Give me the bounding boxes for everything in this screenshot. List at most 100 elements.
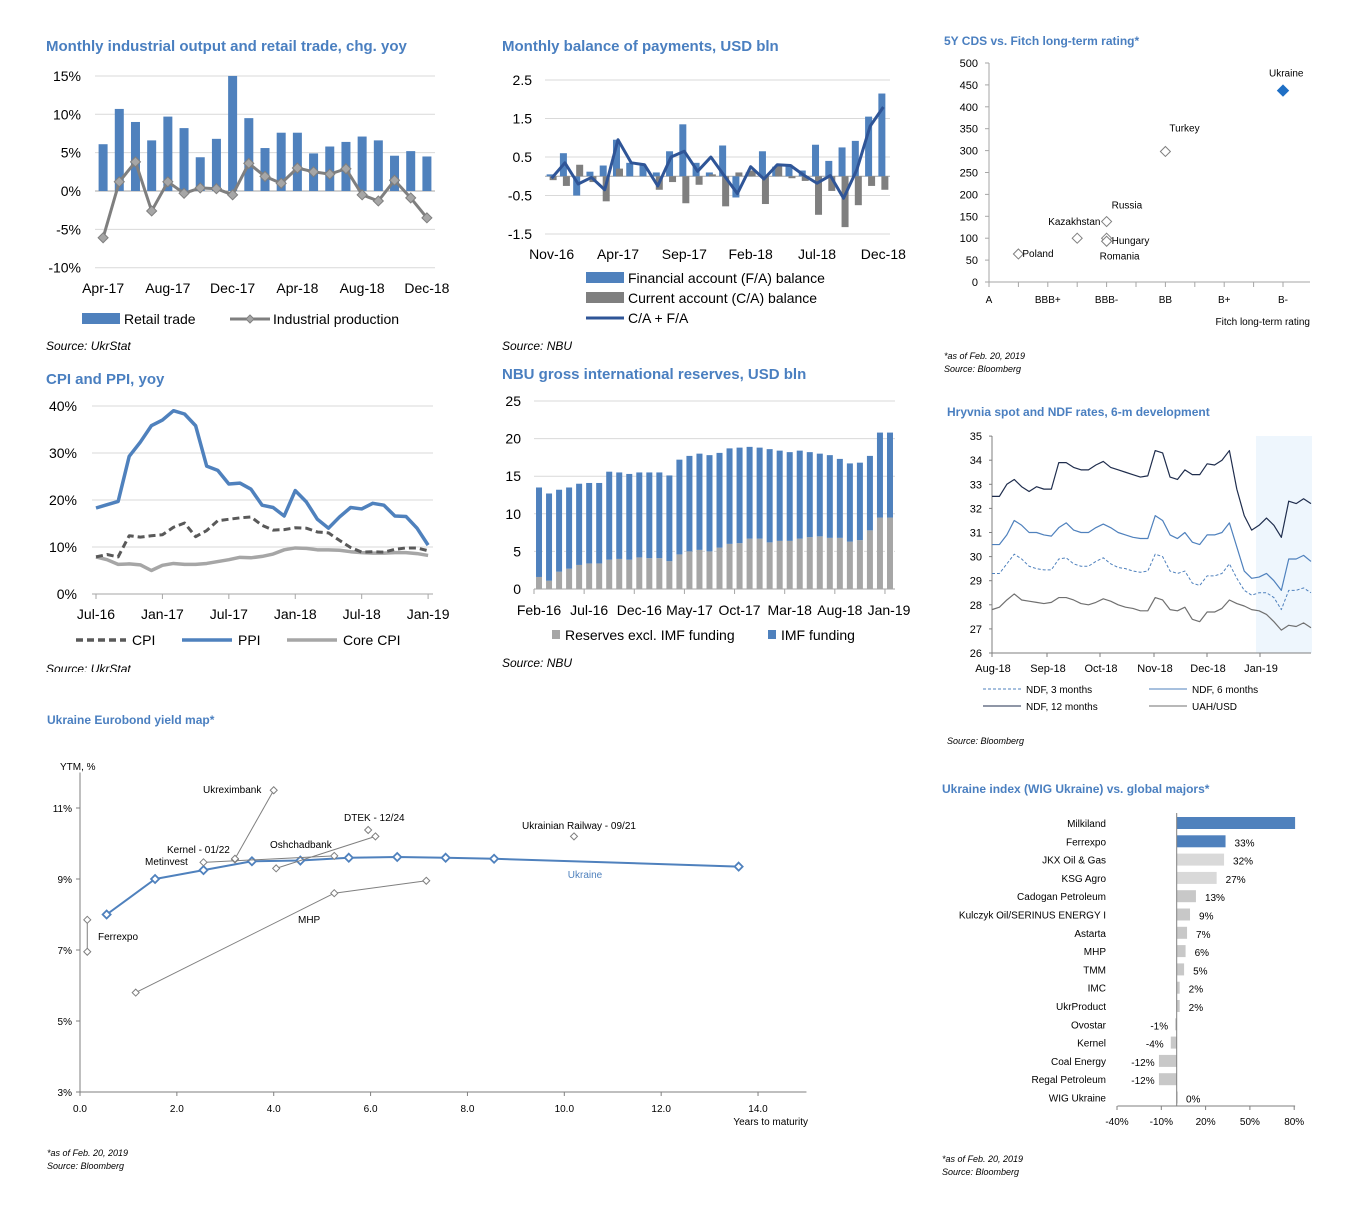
eurobond-chart-title: Ukraine Eurobond yield map*	[47, 713, 215, 727]
bop-chart-title: Monthly balance of payments, USD bln	[502, 38, 779, 55]
x-tick-label: 14.0	[748, 1104, 768, 1115]
current-account-bar	[682, 176, 690, 204]
reserves-excl-imf-bar	[666, 561, 673, 589]
financial-account-bar	[573, 176, 581, 196]
legend-label: NDF, 3 months	[1026, 685, 1092, 696]
x-tick-label: Dec-16	[617, 602, 662, 618]
y-tick-label: 3%	[58, 1088, 73, 1099]
reserves-excl-imf-bar	[586, 563, 593, 589]
reserves-chart-source: Source: NBU	[502, 656, 573, 670]
point-label: Ukraine	[1269, 69, 1304, 80]
y-tick-label: -10%	[48, 260, 81, 276]
eurobond-chart-source: Source: Bloomberg	[47, 1161, 125, 1171]
legend-label: Core CPI	[343, 632, 401, 648]
wig-bar-label: MHP	[1084, 947, 1107, 958]
dtek-12-24-marker	[363, 825, 373, 835]
current-account-bar	[854, 176, 862, 206]
x-tick-label: 4.0	[267, 1104, 281, 1115]
imf-funding-bar	[686, 455, 693, 552]
y-tick-label: 100	[960, 233, 978, 245]
ukrainian-railway-09-21-label: Ukrainian Railway - 09/21	[522, 821, 636, 832]
x-tick-label: 8.0	[460, 1104, 474, 1115]
industry-chart: 15% 10% 5% 0% -5% -10%Apr-17 Aug-17 Dec-17 Apr-1…	[48, 68, 449, 327]
x-tick-label: Jan-19	[868, 602, 911, 618]
reserves-excl-imf-bar	[886, 517, 893, 589]
y-tick-label: 15	[505, 468, 521, 484]
x-tick-label: Apr-17	[82, 280, 124, 296]
hryvnia-chart: 35 34 33 32 31 30 29 28 27 26 Aug-18 Sep-18 Oct-18 No…	[970, 431, 1312, 713]
financial-account-bar	[546, 174, 554, 177]
mhp-marker	[330, 888, 339, 898]
retail-trade-bar	[406, 151, 416, 191]
x-tick-label: 6.0	[364, 1104, 378, 1115]
y-tick-label: 40%	[49, 398, 77, 414]
wig-bar	[1176, 908, 1191, 921]
industrial-production-marker	[324, 168, 336, 180]
financial-account-bar	[612, 139, 620, 177]
point-label: Romania	[1100, 251, 1140, 262]
retail-trade-bar	[357, 136, 367, 191]
y-tick-label: -1.5	[508, 226, 532, 242]
retail-trade-bar	[260, 148, 270, 191]
wig-bar	[1176, 926, 1188, 939]
wig-bar-label: Milkiland	[1067, 819, 1106, 830]
wig-chart: Milkiland Ferrexpo 33% JKX Oil & Gas 32% KSG …	[959, 813, 1304, 1128]
industrial-production-marker	[307, 166, 320, 178]
retail-trade-bar	[276, 132, 286, 191]
wig-bar	[1176, 1000, 1180, 1012]
ukraine-marker	[1276, 84, 1290, 97]
imf-funding-bar	[716, 452, 723, 548]
cds-chart-footnote: *as of Feb. 20, 2019	[944, 351, 1026, 361]
legend-ca-swatch	[586, 292, 624, 303]
current-account-bar	[788, 176, 796, 179]
financial-account-bar	[732, 176, 740, 198]
wig-bar-label: Kulczyk Oil/SERINUS ENERGY I	[959, 911, 1106, 922]
reserves-excl-imf-bar	[656, 558, 663, 589]
reserves-excl-imf-bar	[606, 559, 613, 589]
current-account-bar	[881, 176, 889, 190]
industrial-production-marker	[340, 163, 352, 175]
industrial-production-marker	[243, 157, 255, 170]
imf-funding-bar	[736, 447, 743, 544]
y-tick-label: 400	[960, 102, 978, 114]
y-tick-label: 33	[970, 479, 982, 491]
imf-funding-bar	[726, 448, 733, 544]
retail-trade-bar	[244, 118, 254, 191]
wig-bar-label: Regal Petroleum	[1032, 1075, 1106, 1086]
retail-trade-bar	[211, 138, 221, 191]
legend-label: CPI	[132, 632, 155, 648]
eurobond-chart: 11% 9% 7% 5% 3%0.0 2.0 4.0 6.0 8.0 10.0 12.0 14.0 YT…	[53, 762, 808, 1128]
y-tick-label: 250	[960, 168, 978, 180]
series-line-ndf-3-months	[992, 553, 1312, 611]
country-marker	[1100, 235, 1113, 247]
y-tick-label: 27	[970, 624, 982, 636]
financial-account-bar	[851, 140, 859, 177]
wig-value-label: -1%	[1150, 1021, 1168, 1032]
x-tick-label: 50%	[1240, 1117, 1260, 1128]
wig-bar-label: Coal Energy	[1051, 1057, 1106, 1068]
shaded-forecast-region	[1256, 436, 1312, 653]
wig-bar-label: KSG Agro	[1062, 874, 1107, 885]
y-tick-label: 31	[970, 528, 982, 540]
industrial-production-marker	[405, 192, 417, 204]
reserves-excl-imf-bar	[576, 564, 583, 589]
x-tick-label: Jan-18	[274, 606, 317, 622]
reserves-excl-imf-bar	[676, 554, 683, 589]
financial-account-bar	[812, 144, 820, 177]
wig-bar-label: Kernel	[1077, 1039, 1106, 1050]
financial-account-bar	[878, 93, 886, 177]
y-tick-label: 200	[960, 189, 978, 201]
ukreximbank-marker	[230, 854, 240, 863]
wig-bar-label: Ovostar	[1071, 1020, 1107, 1031]
x-tick-label: Jul-18	[798, 246, 836, 262]
ukreximbank-label: Ukreximbank	[203, 785, 262, 796]
industrial-production-marker	[129, 156, 142, 168]
imf-funding-bar	[816, 453, 823, 537]
imf-funding-bar	[586, 482, 593, 564]
retail-trade-bar	[163, 116, 173, 191]
imf-funding-bar	[876, 432, 883, 518]
imf-funding-bar	[706, 455, 713, 552]
x-tick-label: -10%	[1150, 1117, 1173, 1128]
imf-funding-bar	[636, 472, 643, 558]
